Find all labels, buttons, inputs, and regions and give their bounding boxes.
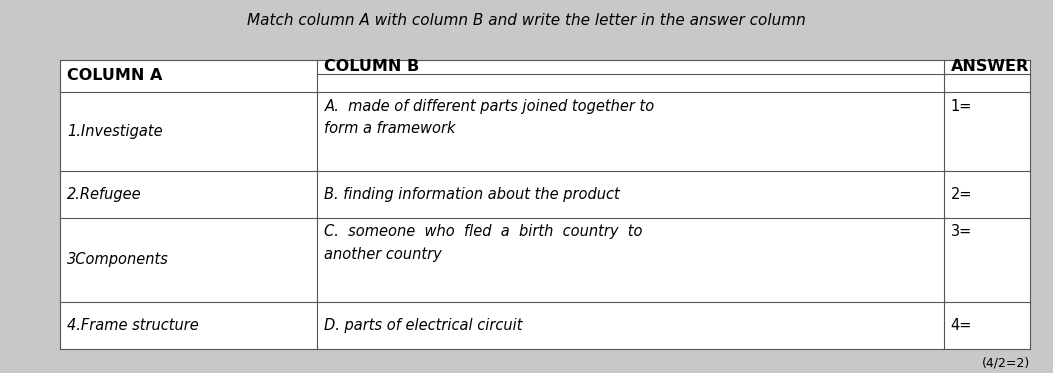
Bar [60,60,1030,349]
Text: 2=: 2= [951,187,972,202]
Text: (4/2=2): (4/2=2) [981,356,1030,369]
Text: D. parts of electrical circuit: D. parts of electrical circuit [324,318,523,333]
Text: A.  made of different parts joined together to
form a framework: A. made of different parts joined togeth… [324,99,655,136]
Text: 3Components: 3Components [67,253,170,267]
Text: COLUMN A: COLUMN A [67,68,163,83]
Text: 1.Investigate: 1.Investigate [67,124,163,139]
Text: Match column A with column B and write the letter in the answer column: Match column A with column B and write t… [247,13,806,28]
Text: B. finding information about the product: B. finding information about the product [324,187,620,202]
Text: 2.Refugee: 2.Refugee [67,187,142,202]
Text: C.  someone  who  fled  a  birth  country  to
another country: C. someone who fled a birth country to a… [324,225,643,261]
Text: ANSWER: ANSWER [951,59,1029,75]
Text: 4.Frame structure: 4.Frame structure [67,318,199,333]
Text: 3=: 3= [951,225,972,239]
Text: 1=: 1= [951,99,972,114]
Text: COLUMN B: COLUMN B [324,59,420,75]
Text: 4=: 4= [951,318,972,333]
